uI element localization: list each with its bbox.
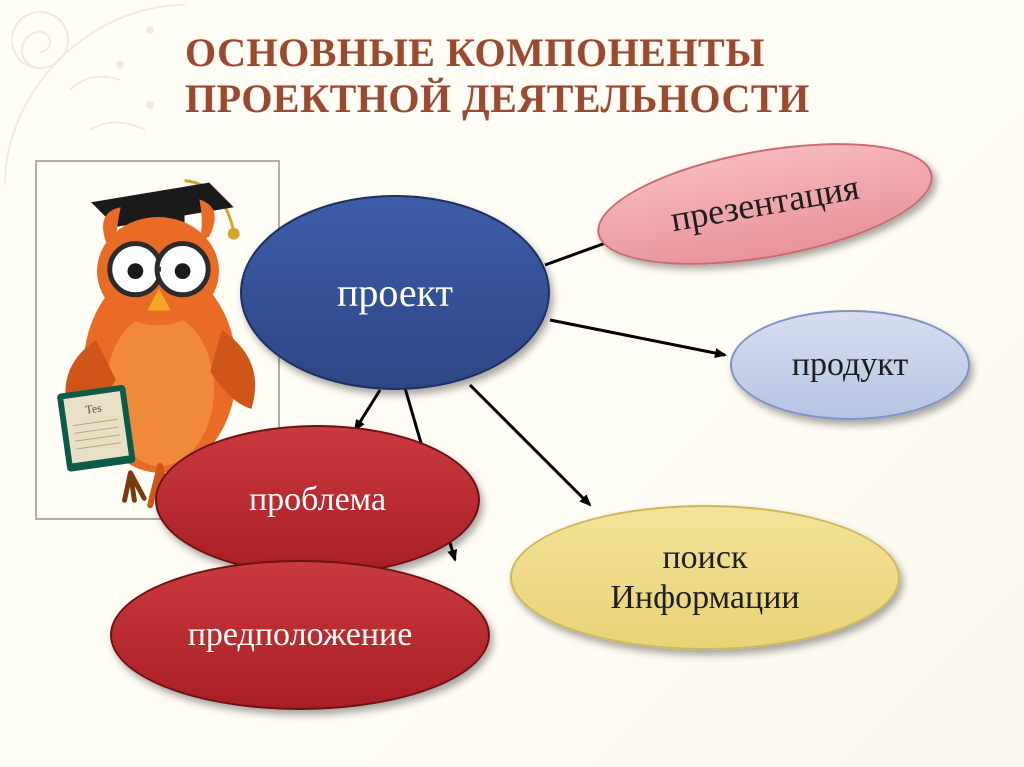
node-project-label: проект xyxy=(323,270,467,316)
node-search: поиск Информации xyxy=(510,505,900,650)
arrow-to-problem xyxy=(355,390,380,430)
node-assumption: предположение xyxy=(110,560,490,710)
slide: ОСНОВНЫЕ КОМПОНЕНТЫ ПРОЕКТНОЙ ДЕЯТЕЛЬНОС… xyxy=(0,0,1024,767)
arrow-to-search xyxy=(470,385,590,505)
node-assumption-label: предположение xyxy=(174,615,427,654)
node-problem-label: проблема xyxy=(235,480,400,519)
node-search-label: поиск Информации xyxy=(582,538,827,616)
node-presentation-label: презентация xyxy=(654,165,876,244)
node-product: продукт xyxy=(730,310,970,420)
arrow-to-product xyxy=(550,320,725,355)
node-project: проект xyxy=(240,195,550,390)
node-problem: проблема xyxy=(155,425,480,575)
node-product-label: продукт xyxy=(778,345,922,384)
